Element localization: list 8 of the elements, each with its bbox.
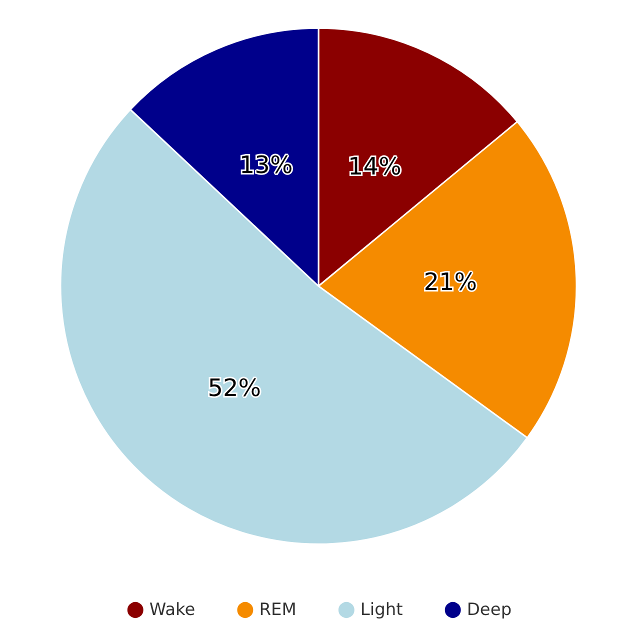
legend-label: Light (360, 600, 404, 620)
legend-label: Wake (149, 600, 196, 620)
legend-label: Deep (466, 600, 512, 620)
legend-label: REM (259, 600, 296, 620)
data-label: 52% (208, 374, 262, 402)
data-label: 14% (348, 152, 402, 181)
data-label: 13% (239, 150, 293, 179)
data-label: 21% (424, 268, 478, 296)
